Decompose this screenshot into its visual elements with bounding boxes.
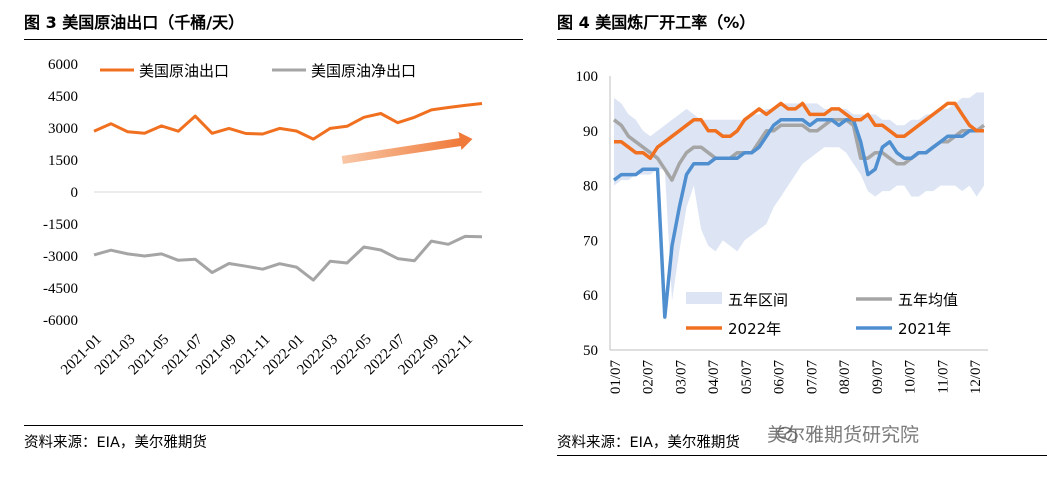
y-tick-label: 50 [583, 343, 598, 359]
y-tick-label: 6000 [48, 57, 78, 73]
figure-3-top-rule [24, 39, 523, 40]
y-tick-label: 70 [583, 233, 598, 249]
x-tick-label: 11/07 [935, 360, 951, 394]
legend-label: 美国原油出口 [139, 62, 229, 80]
y-tick-label: 90 [583, 124, 598, 140]
figure-3-bottom-rule [24, 425, 523, 426]
x-tick-label: 05/07 [739, 360, 755, 395]
refinery-utilization-chart: 100 90 80 70 60 50 01/07 02/07 03/07 04/07 05/07 06… [576, 69, 988, 395]
x-tick-label: 08/07 [837, 360, 853, 395]
net-export-line [93, 234, 483, 282]
x-tick-label: 04/07 [706, 360, 722, 395]
legend-swatch [686, 292, 722, 304]
y-tick-label: -6000 [43, 313, 78, 329]
crude-export-line [93, 102, 483, 141]
wechat-icon [777, 426, 798, 442]
legend-label: 五年区间 [728, 291, 788, 309]
figure-4-panel: 图 4 美国炼厂开工率（%） 100 90 80 70 60 50 01/07 02/07 03… [546, 0, 1047, 478]
y-tick-label: 100 [576, 69, 599, 85]
x-tick-label: 09/07 [870, 360, 886, 395]
y-tick-label: 80 [583, 179, 598, 195]
figure-3-panel: 图 3 美国原油出口（千桶/天） 6000 4500 3000 1500 0 -1500 -… [24, 13, 523, 451]
legend-label: 2021年 [898, 320, 951, 338]
legend-label: 五年均值 [898, 291, 958, 309]
legend-label: 2022年 [728, 320, 781, 338]
x-tick-label: 01/07 [608, 360, 624, 395]
y-tick-label: 1500 [48, 153, 78, 169]
y-tick-label: -4500 [43, 281, 78, 297]
x-tick-label: 07/07 [804, 360, 820, 395]
trend-arrow-shaft [341, 138, 462, 164]
legend-label: 美国原油净出口 [311, 62, 416, 80]
y-tick-label: -1500 [43, 217, 78, 233]
figure-3-title: 图 3 美国原油出口（千桶/天） [24, 13, 245, 32]
trend-arrow-head [458, 132, 473, 150]
figure-4-top-rule [557, 39, 1047, 40]
y-tick-label: 60 [583, 288, 598, 304]
y-tick-label: 0 [71, 185, 79, 201]
x-tick-label: 10/07 [903, 360, 919, 395]
y-tick-label: 3000 [48, 121, 78, 137]
x-tick-label: 02/07 [641, 360, 657, 395]
watermark-text: 美尔雅期货研究院 [767, 424, 920, 446]
x-tick-label: 12/07 [968, 360, 984, 395]
x-tick-label: 06/07 [772, 360, 788, 395]
figure-4-source: 资料来源：EIA，美尔雅期货 [557, 435, 740, 451]
figure-4-title: 图 4 美国炼厂开工率（%） [557, 13, 756, 32]
figure-3-source: 资料来源：EIA，美尔雅期货 [24, 435, 207, 451]
year-2022-line [614, 101, 984, 160]
x-tick-label: 03/07 [673, 360, 689, 395]
year-2021-line [612, 118, 984, 319]
crude-export-chart: 60004500300015000-1500-3000-4500-6000202… [43, 57, 483, 378]
y-tick-label: 4500 [48, 89, 78, 105]
figure-4-bottom-rule [557, 455, 1047, 456]
y-tick-label: -3000 [43, 249, 78, 265]
